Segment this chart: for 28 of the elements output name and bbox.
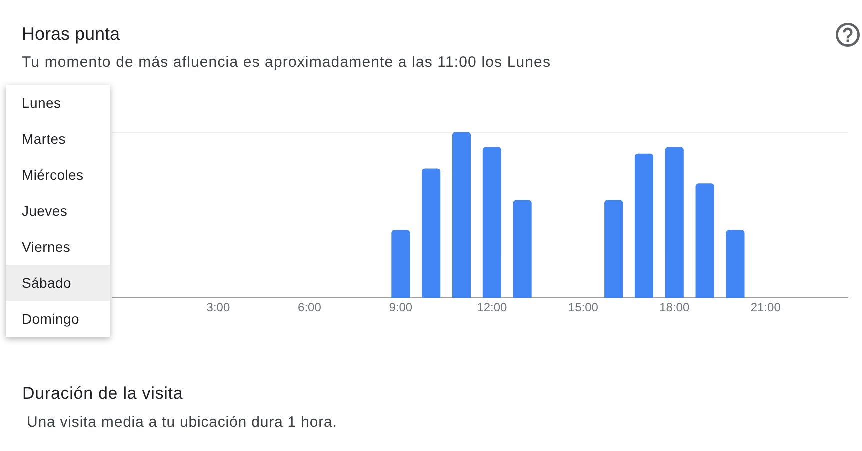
text: Domingo xyxy=(22,311,80,327)
text: Duración de la visita xyxy=(22,384,184,403)
bar xyxy=(726,230,745,298)
bar xyxy=(392,230,410,298)
bar xyxy=(513,200,532,298)
x-tick-label: 6:00 xyxy=(298,300,322,315)
x-tick-label: 3:00 xyxy=(206,300,230,315)
x-tick-label: 21:00 xyxy=(750,300,782,315)
chart-subtitle: Tu momento de más afluencia es aproximadamente a las 11:00 los Lunes xyxy=(22,54,552,72)
bar xyxy=(696,184,714,298)
x-tick-label: 9:00 xyxy=(389,300,413,315)
x-tick-label: 12:00 xyxy=(477,300,508,315)
text: Lunes xyxy=(22,95,62,111)
x-tick-label: 18:00 xyxy=(660,300,690,315)
text: Miércoles xyxy=(22,167,84,183)
bar xyxy=(452,132,472,298)
text: Una visita media a tu ubicación dura 1 hora. xyxy=(27,414,338,431)
text: Viernes xyxy=(22,239,71,255)
bar xyxy=(422,168,441,298)
bar xyxy=(634,154,654,298)
bar xyxy=(482,147,502,298)
x-tick-label: 15:00 xyxy=(568,300,599,315)
text: Sábado xyxy=(22,275,72,291)
text: Martes xyxy=(22,131,66,147)
text: Jueves xyxy=(22,203,68,219)
chart-title: Horas punta xyxy=(22,24,120,44)
bar xyxy=(665,147,684,298)
bar xyxy=(604,200,624,298)
